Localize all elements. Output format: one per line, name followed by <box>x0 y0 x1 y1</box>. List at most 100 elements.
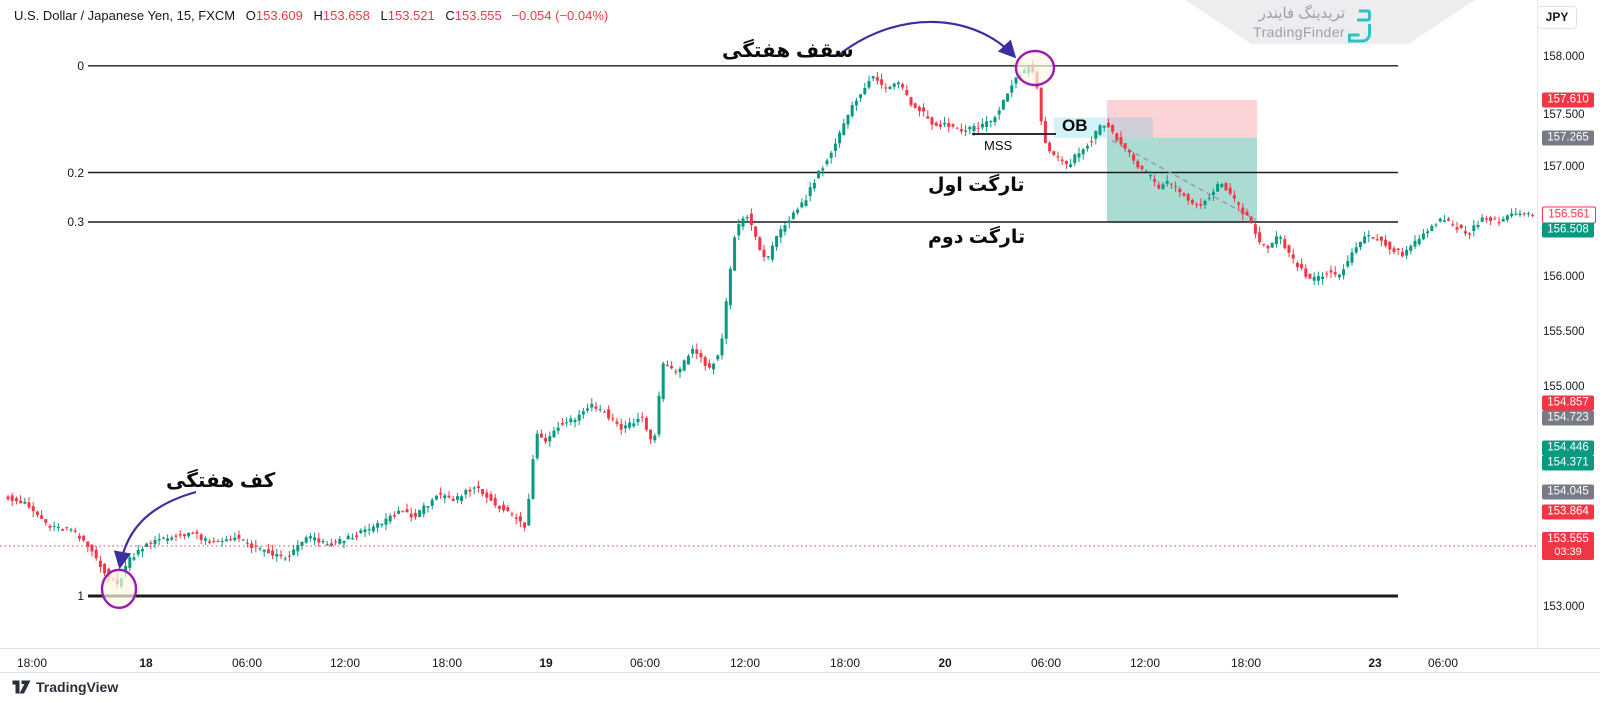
candle-body <box>388 515 392 522</box>
weekly-low-arrow <box>113 490 197 570</box>
candle-body <box>1098 125 1102 135</box>
candle-body <box>955 127 959 129</box>
candle-body <box>149 542 153 544</box>
candle-body <box>518 516 522 522</box>
candle-body <box>905 89 909 95</box>
candle-body <box>808 187 812 197</box>
candle-body <box>27 502 31 508</box>
candle-body <box>527 499 531 526</box>
time-tick-06:00: 06:00 <box>629 656 661 670</box>
trendline-dashed <box>1111 139 1257 221</box>
price-tick-155.500: 155.500 <box>1543 326 1585 338</box>
open-value: 153.609 <box>255 8 303 23</box>
candle-body <box>292 549 296 555</box>
candle-body <box>363 529 367 533</box>
candle-body <box>250 543 254 548</box>
candle-body <box>665 364 669 366</box>
candle-body <box>1451 224 1455 226</box>
candle-body <box>964 130 968 132</box>
candle-body <box>523 522 527 528</box>
candle-body <box>178 534 182 536</box>
candle-body <box>1220 183 1224 187</box>
countdown-timer: 03:39 <box>1554 545 1582 558</box>
candle-body <box>926 116 930 119</box>
candle-body <box>489 494 493 501</box>
candle-body <box>569 418 573 423</box>
candle-body <box>745 216 749 219</box>
currency-button[interactable]: JPY <box>1537 6 1577 29</box>
candle-body <box>1094 130 1098 139</box>
candle-body <box>1354 247 1358 253</box>
candle-body <box>980 123 984 128</box>
candle-body <box>707 363 711 368</box>
price-tick-158.000: 158.000 <box>1543 51 1585 63</box>
candle-body <box>1270 242 1274 248</box>
candle-body <box>283 558 287 560</box>
candle-body <box>1064 160 1068 164</box>
candle-body <box>1056 156 1060 158</box>
candle-body <box>1127 150 1131 153</box>
candle-body <box>720 338 724 356</box>
candle-body <box>229 539 233 541</box>
candle-body <box>586 408 590 411</box>
price-level-badge-154.446: 154.446 <box>1542 440 1594 456</box>
candle-body <box>367 529 371 531</box>
candle-body <box>1308 273 1312 279</box>
time-axis[interactable] <box>0 648 1537 674</box>
candle-body <box>329 543 333 546</box>
candle-body <box>539 433 543 438</box>
candle-body <box>485 492 489 498</box>
candle-body <box>191 532 195 534</box>
candle-body <box>90 544 94 552</box>
candle-body <box>212 540 216 542</box>
candle-body <box>258 548 262 550</box>
candle-body <box>884 87 888 89</box>
candle-body <box>741 218 745 227</box>
candle-body <box>1501 219 1505 222</box>
candle-body <box>1526 213 1530 215</box>
candle-body <box>1161 184 1165 190</box>
candle-body <box>1237 202 1241 205</box>
candle-body <box>384 518 388 525</box>
candle-body <box>275 554 279 557</box>
candle-body <box>342 540 346 544</box>
candle-body <box>976 127 980 129</box>
candle-body <box>346 535 350 540</box>
tradingview-logo[interactable]: TradingView <box>12 679 118 695</box>
price-tick-157.500: 157.500 <box>1543 108 1585 121</box>
candle-body <box>909 97 913 106</box>
symbol-legend[interactable]: U.S. Dollar / Japanese Yen, 15, FXCM O15… <box>14 8 608 23</box>
candle-body <box>1211 191 1215 196</box>
candle-body <box>766 256 770 258</box>
candle-body <box>476 486 480 488</box>
candle-body <box>1119 137 1123 145</box>
candle-body <box>1304 268 1308 277</box>
candle-body <box>140 549 144 552</box>
candle-body <box>1090 141 1094 143</box>
candle-body <box>1300 263 1304 269</box>
time-tick-19: 19 <box>539 656 553 670</box>
candle-body <box>544 437 548 442</box>
candle-body <box>1052 151 1056 155</box>
candle-body <box>1001 99 1005 110</box>
candle-body <box>514 517 518 519</box>
weekly-low-label: کف هفتگی <box>166 470 276 492</box>
candle-body <box>296 545 300 552</box>
candle-body <box>300 541 304 547</box>
candle-body <box>73 530 77 532</box>
candle-body <box>573 419 577 423</box>
candle-body <box>678 368 682 373</box>
candle-body <box>1405 249 1409 256</box>
candle-body <box>1392 248 1396 253</box>
candle-body <box>1421 233 1425 240</box>
candle-body <box>922 107 926 112</box>
candle-body <box>1106 122 1110 128</box>
candle-body <box>552 430 556 438</box>
candle-body <box>338 538 342 544</box>
candle-body <box>943 122 947 125</box>
candle-body <box>867 80 871 88</box>
candle-body <box>422 505 426 514</box>
candle-body <box>1140 166 1144 170</box>
chart-pane[interactable] <box>0 0 1600 648</box>
candle-body <box>371 526 375 532</box>
